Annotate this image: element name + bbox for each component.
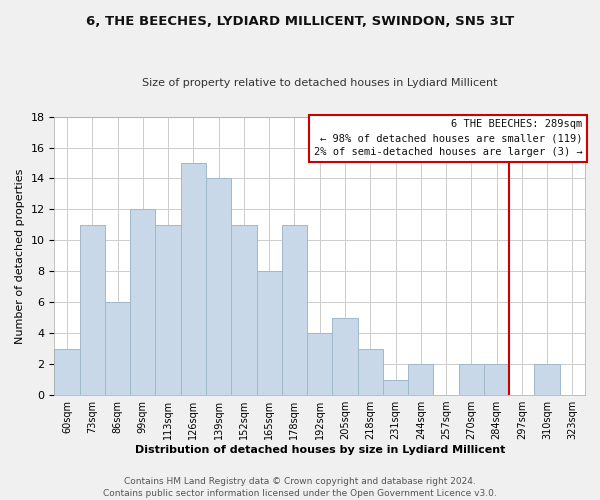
- Y-axis label: Number of detached properties: Number of detached properties: [15, 168, 25, 344]
- Bar: [231, 225, 257, 395]
- Bar: [105, 302, 130, 395]
- Bar: [155, 225, 181, 395]
- Title: Size of property relative to detached houses in Lydiard Millicent: Size of property relative to detached ho…: [142, 78, 497, 88]
- Bar: [358, 348, 383, 395]
- X-axis label: Distribution of detached houses by size in Lydiard Millicent: Distribution of detached houses by size …: [134, 445, 505, 455]
- Bar: [484, 364, 509, 395]
- Bar: [383, 380, 408, 395]
- Bar: [307, 333, 332, 395]
- Bar: [130, 210, 155, 395]
- Text: Contains HM Land Registry data © Crown copyright and database right 2024.
Contai: Contains HM Land Registry data © Crown c…: [103, 476, 497, 498]
- Bar: [535, 364, 560, 395]
- Bar: [55, 348, 80, 395]
- Bar: [257, 272, 282, 395]
- Bar: [80, 225, 105, 395]
- Bar: [206, 178, 231, 395]
- Text: 6 THE BEECHES: 289sqm
← 98% of detached houses are smaller (119)
2% of semi-deta: 6 THE BEECHES: 289sqm ← 98% of detached …: [314, 120, 583, 158]
- Bar: [408, 364, 433, 395]
- Bar: [458, 364, 484, 395]
- Bar: [181, 163, 206, 395]
- Bar: [282, 225, 307, 395]
- Bar: [332, 318, 358, 395]
- Text: 6, THE BEECHES, LYDIARD MILLICENT, SWINDON, SN5 3LT: 6, THE BEECHES, LYDIARD MILLICENT, SWIND…: [86, 15, 514, 28]
